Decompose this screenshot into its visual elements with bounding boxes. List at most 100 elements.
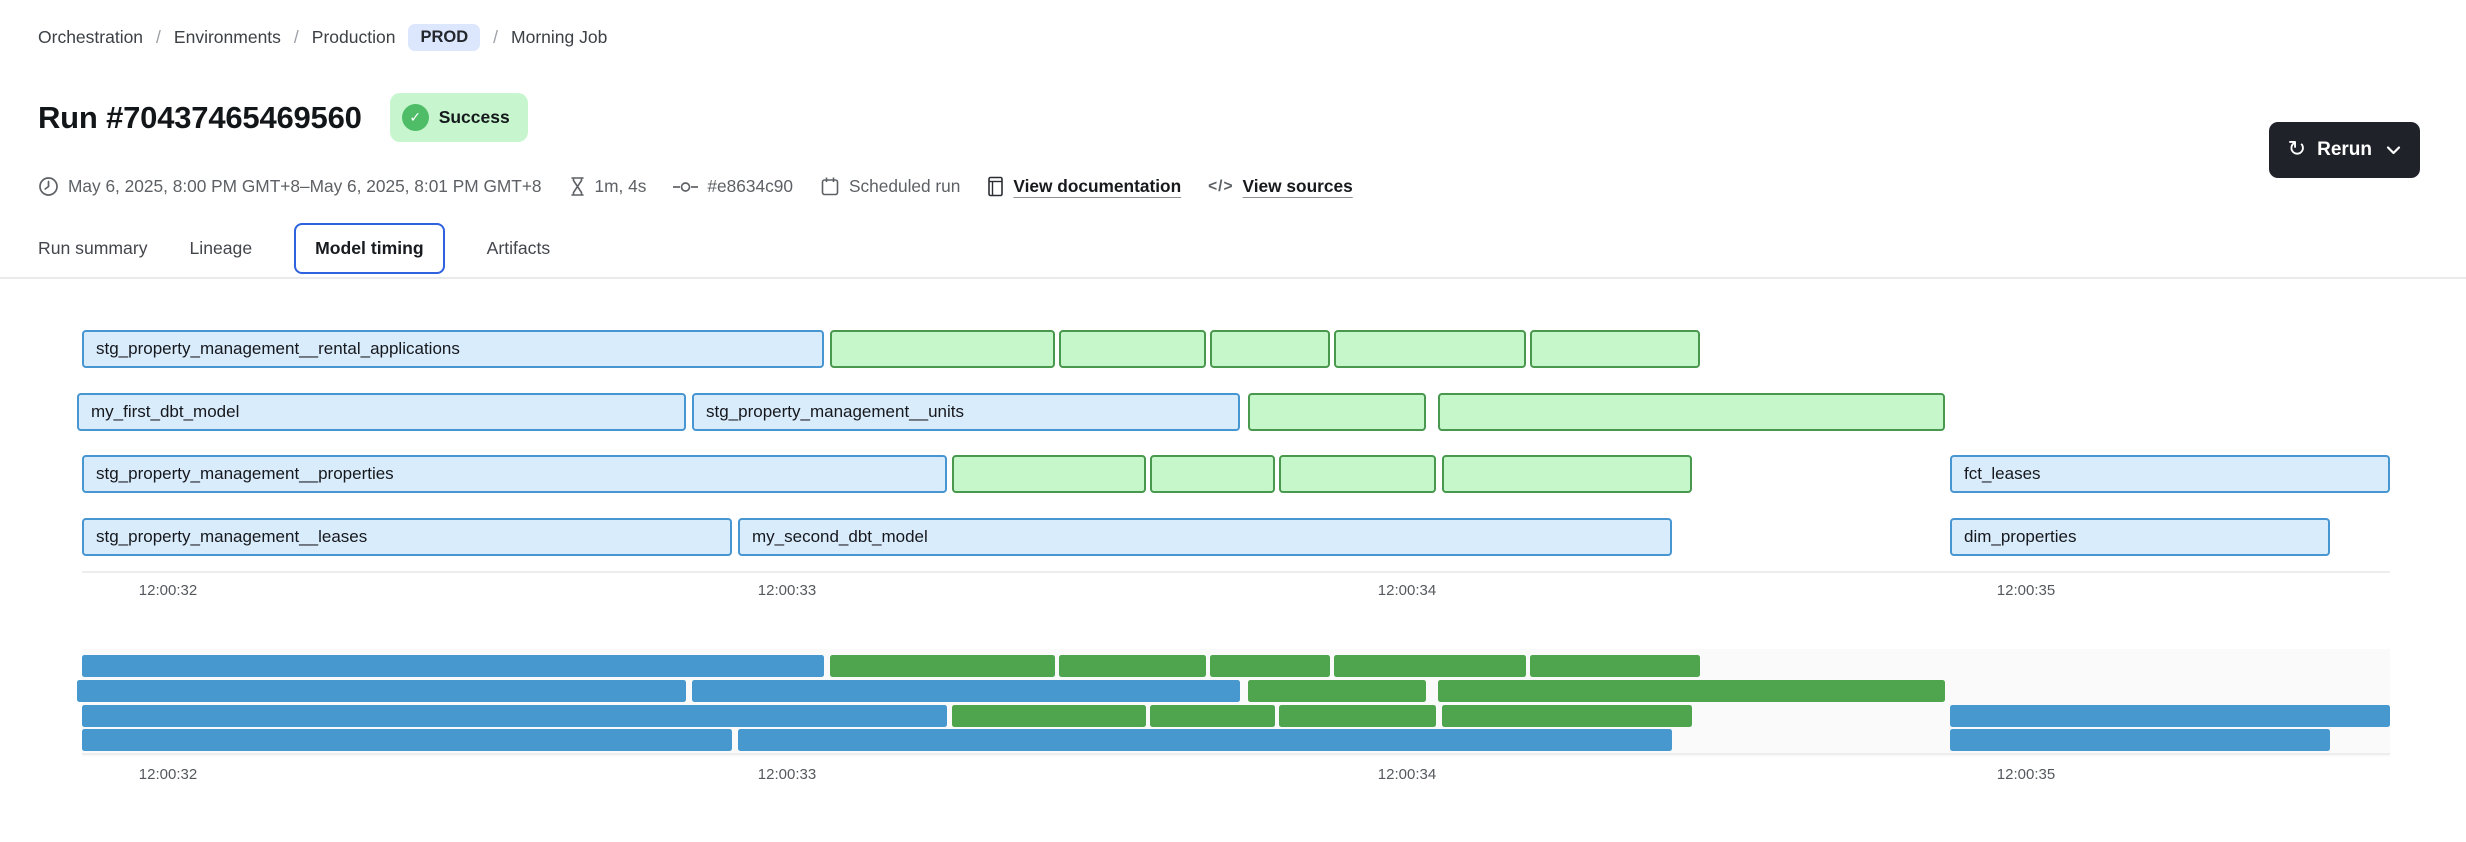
minimap-bar-test[interactable] xyxy=(1279,705,1436,727)
gantt-axis-line xyxy=(82,571,2390,573)
commit-icon xyxy=(673,180,699,194)
tab-lineage[interactable]: Lineage xyxy=(189,237,253,258)
code-icon: </> xyxy=(1208,177,1234,195)
gantt-bar-test[interactable] xyxy=(1279,455,1436,493)
minimap-axis-tick-label: 12:00:33 xyxy=(757,766,817,783)
gantt-bar-test[interactable] xyxy=(952,455,1146,493)
meta-commit: #e8634c90 xyxy=(673,176,793,197)
meta-date-range: May 6, 2025, 8:00 PM GMT+8–May 6, 2025, … xyxy=(38,176,542,197)
minimap-bar-model[interactable] xyxy=(82,705,947,727)
gantt-bar-model[interactable]: stg_property_management__units xyxy=(692,393,1240,431)
gantt-bar-test[interactable] xyxy=(1248,393,1426,431)
gantt-bar-model[interactable]: fct_leases xyxy=(1950,455,2390,493)
minimap-bar-test[interactable] xyxy=(1210,655,1330,677)
gantt-bar-test[interactable] xyxy=(1210,330,1330,368)
rerun-button[interactable]: ↻ Rerun xyxy=(2268,122,2420,178)
minimap-bar-test[interactable] xyxy=(1248,680,1426,702)
hourglass-icon xyxy=(569,176,586,197)
trigger-text: Scheduled run xyxy=(848,176,961,196)
document-icon xyxy=(987,176,1004,197)
breadcrumb-separator: / xyxy=(293,27,299,47)
gantt-bar-test[interactable] xyxy=(1442,455,1692,493)
breadcrumb: Orchestration / Environments / Production PRO… xyxy=(38,24,607,51)
gantt-axis-tick-label: 12:00:34 xyxy=(1377,582,1437,599)
page-title: Run #70437465469560 xyxy=(38,99,362,135)
gantt-bar-test[interactable] xyxy=(1150,455,1275,493)
minimap-bar-test[interactable] xyxy=(1438,680,1945,702)
success-check-icon: ✓ xyxy=(401,104,429,131)
title-row: Run #70437465469560 ✓ Success xyxy=(38,93,528,142)
meta-documentation: View documentation xyxy=(987,176,1181,197)
gantt-bar-label: stg_property_management__rental_applicat… xyxy=(96,339,460,358)
calendar-icon xyxy=(820,176,840,197)
rerun-button-label: Rerun xyxy=(2317,139,2372,160)
breadcrumb-item[interactable]: Morning Job xyxy=(511,27,608,47)
tab-bar-divider xyxy=(0,277,2466,279)
gantt-bar-label: fct_leases xyxy=(1964,464,2041,483)
gantt-bar-test[interactable] xyxy=(1530,330,1700,368)
minimap-bar-model[interactable] xyxy=(738,729,1672,751)
minimap-axis-line xyxy=(82,753,2390,755)
tab-artifacts[interactable]: Artifacts xyxy=(486,237,551,258)
gantt-bar-label: stg_property_management__units xyxy=(706,402,964,421)
duration-text: 1m, 4s xyxy=(594,176,647,196)
gantt-bar-test[interactable] xyxy=(830,330,1055,368)
breadcrumb-item[interactable]: Orchestration xyxy=(38,27,144,47)
minimap-bar-test[interactable] xyxy=(952,705,1146,727)
meta-sources: </> View sources xyxy=(1208,176,1353,197)
meta-duration: 1m, 4s xyxy=(569,176,647,197)
gantt-bar-model[interactable]: stg_property_management__leases xyxy=(82,518,732,556)
minimap-bar-model[interactable] xyxy=(77,680,686,702)
date-range-text: May 6, 2025, 8:00 PM GMT+8–May 6, 2025, … xyxy=(68,176,542,196)
breadcrumb-separator: / xyxy=(493,27,499,47)
minimap-bar-test[interactable] xyxy=(1334,655,1526,677)
minimap-bar-test[interactable] xyxy=(1442,705,1692,727)
run-meta-row: May 6, 2025, 8:00 PM GMT+8–May 6, 2025, … xyxy=(38,176,1353,197)
gantt-axis-tick-label: 12:00:33 xyxy=(757,582,817,599)
minimap-axis-tick-label: 12:00:35 xyxy=(1996,766,2056,783)
gantt-bar-test[interactable] xyxy=(1438,393,1945,431)
gantt-bar-model[interactable]: stg_property_management__properties xyxy=(82,455,947,493)
gantt-bar-model[interactable]: stg_property_management__rental_applicat… xyxy=(82,330,824,368)
gantt-bar-label: my_second_dbt_model xyxy=(752,527,928,546)
minimap-bar-test[interactable] xyxy=(1059,655,1206,677)
minimap-bar-model[interactable] xyxy=(82,729,732,751)
gantt-axis-tick-label: 12:00:35 xyxy=(1996,582,2056,599)
minimap-bar-test[interactable] xyxy=(1150,705,1275,727)
status-badge-label: Success xyxy=(438,107,510,127)
gantt-bar-label: stg_property_management__leases xyxy=(96,527,368,546)
refresh-icon: ↻ xyxy=(2287,136,2307,161)
chevron-down-icon xyxy=(2386,145,2401,155)
minimap-bar-model[interactable] xyxy=(692,680,1240,702)
gantt-bar-model[interactable]: my_second_dbt_model xyxy=(738,518,1672,556)
clock-icon xyxy=(38,176,59,197)
minimap-bar-test[interactable] xyxy=(830,655,1055,677)
minimap-axis-tick-label: 12:00:32 xyxy=(138,766,198,783)
breadcrumb-separator: / xyxy=(156,27,161,47)
gantt-bar-test[interactable] xyxy=(1059,330,1206,368)
gantt-bar-label: my_first_dbt_model xyxy=(91,402,240,421)
gantt-axis-tick-label: 12:00:32 xyxy=(138,582,198,599)
tab-run-summary[interactable]: Run summary xyxy=(38,237,148,258)
tab-model-timing[interactable]: Model timing xyxy=(294,222,445,274)
minimap-axis-tick-label: 12:00:34 xyxy=(1377,766,1437,783)
view-documentation-link[interactable]: View documentation xyxy=(1013,176,1182,196)
breadcrumb-item[interactable]: Production xyxy=(311,27,396,47)
minimap-bar-model[interactable] xyxy=(1950,705,2390,727)
meta-trigger: Scheduled run xyxy=(820,176,960,197)
gantt-bar-model[interactable]: dim_properties xyxy=(1950,518,2330,556)
gantt-bar-label: dim_properties xyxy=(1964,527,2077,546)
status-badge: ✓ Success xyxy=(389,93,528,142)
gantt-bar-model[interactable]: my_first_dbt_model xyxy=(77,393,686,431)
gantt-bar-test[interactable] xyxy=(1334,330,1526,368)
tab-bar: Run summary Lineage Model timing Artifacts xyxy=(38,217,550,279)
commit-hash-text: #e8634c90 xyxy=(707,176,793,196)
minimap-bar-model[interactable] xyxy=(1950,729,2330,751)
minimap-bar-test[interactable] xyxy=(1530,655,1700,677)
breadcrumb-item[interactable]: Environments xyxy=(173,27,281,47)
environment-badge: PROD xyxy=(408,24,481,51)
minimap-bar-model[interactable] xyxy=(82,655,824,677)
gantt-bar-label: stg_property_management__properties xyxy=(96,464,394,483)
view-sources-link[interactable]: View sources xyxy=(1242,176,1353,196)
